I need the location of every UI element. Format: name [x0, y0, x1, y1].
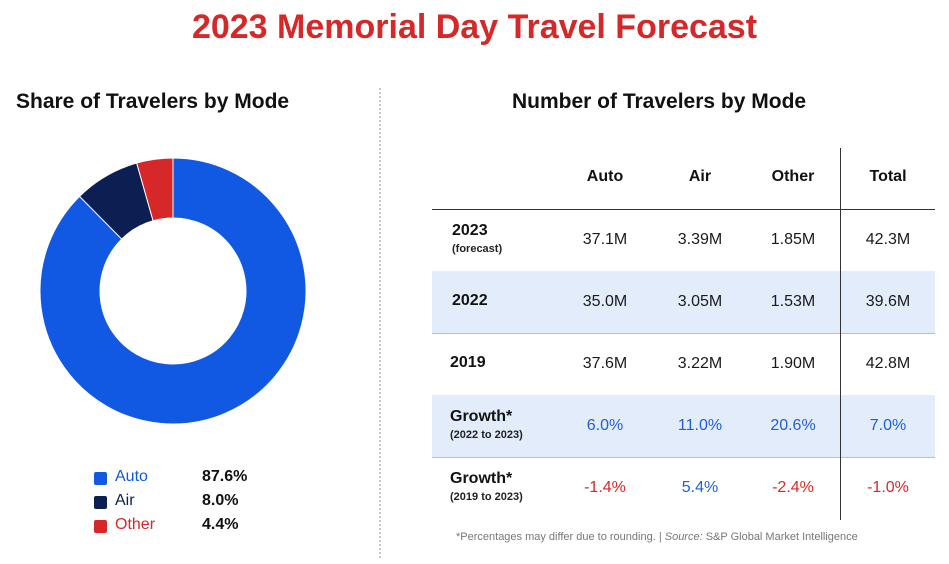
- table-cell: 35.0M: [582, 293, 628, 310]
- row-label: 2023: [452, 222, 488, 239]
- legend-swatch: [94, 520, 107, 533]
- row-label: Growth*: [450, 408, 513, 425]
- table-cell: -2.4%: [772, 479, 814, 496]
- row-label: Growth*: [450, 470, 513, 487]
- table-cell: 3.39M: [677, 231, 723, 248]
- table-cell: 1.90M: [770, 355, 816, 372]
- donut-slice-auto: [40, 158, 306, 424]
- row-sublabel: (forecast): [452, 243, 503, 255]
- table-row: Growth* (2019 to 2023) -1.4% 5.4% -2.4% -1.0%: [432, 457, 935, 519]
- table-cell: 1.85M: [770, 231, 816, 248]
- table-cell: 3.22M: [677, 355, 723, 372]
- column-header-total: Total: [869, 168, 907, 185]
- table-cell: 39.6M: [865, 293, 911, 310]
- donut-legend: Auto 87.6% Air 8.0% Other 4.4%: [92, 468, 292, 540]
- table-cell: 37.1M: [582, 231, 628, 248]
- table-cell: -1.0%: [867, 479, 909, 496]
- legend-item-other: Other 4.4%: [92, 516, 292, 540]
- section-divider: [379, 88, 381, 558]
- donut-slice-other: [136, 158, 174, 222]
- donut-heading: Share of Travelers by Mode: [16, 90, 290, 113]
- footnote-text: *Percentages may differ due to rounding.…: [456, 531, 665, 543]
- table-cell: 5.4%: [681, 479, 719, 496]
- legend-value: 87.6%: [202, 468, 248, 485]
- table-row: 2023 (forecast) 37.1M 3.39M 1.85M 42.3M: [432, 209, 935, 271]
- legend-label: Auto: [115, 468, 148, 485]
- table-cell: 1.53M: [770, 293, 816, 310]
- total-column-divider: [840, 148, 841, 520]
- table-row: 2019 37.6M 3.22M 1.90M 42.8M: [432, 333, 935, 395]
- table-cell: 7.0%: [869, 417, 907, 434]
- footnote: *Percentages may differ due to rounding.…: [456, 531, 858, 543]
- row-sublabel: (2022 to 2023): [450, 429, 523, 441]
- footnote-source: S&P Global Market Intelligence: [702, 531, 858, 543]
- row-separator: [432, 457, 935, 458]
- table-cell: 3.05M: [677, 293, 723, 310]
- legend-swatch: [94, 496, 107, 509]
- row-separator: [432, 209, 935, 210]
- legend-label: Other: [115, 516, 156, 533]
- column-header-other: Other: [771, 168, 815, 185]
- legend-value: 8.0%: [202, 492, 239, 509]
- page-title: 2023 Memorial Day Travel Forecast: [191, 8, 758, 46]
- table-cell: 37.6M: [582, 355, 628, 372]
- table-cell: 6.0%: [586, 417, 624, 434]
- row-label: 2022: [452, 292, 488, 309]
- table-cell: 11.0%: [677, 417, 723, 434]
- legend-swatch: [94, 472, 107, 485]
- row-separator: [432, 333, 935, 334]
- footnote-source-label: Source:: [664, 531, 703, 543]
- legend-item-auto: Auto 87.6%: [92, 468, 292, 492]
- column-header-auto: Auto: [586, 168, 624, 185]
- table-cell: 20.6%: [770, 417, 816, 434]
- table-cell: -1.4%: [584, 479, 626, 496]
- table-row: Growth* (2022 to 2023) 6.0% 11.0% 20.6% 7.0%: [432, 395, 935, 457]
- table-cell: 42.3M: [865, 231, 911, 248]
- donut-chart: [40, 158, 306, 424]
- legend-item-air: Air 8.0%: [92, 492, 292, 516]
- table-row: 2022 35.0M 3.05M 1.53M 39.6M: [432, 271, 935, 333]
- table-cell: 42.8M: [865, 355, 911, 372]
- column-header-air: Air: [688, 168, 712, 185]
- legend-label: Air: [115, 492, 135, 509]
- legend-value: 4.4%: [202, 516, 239, 533]
- row-label: 2019: [450, 354, 486, 371]
- row-sublabel: (2019 to 2023): [450, 491, 523, 503]
- table-heading: Number of Travelers by Mode: [512, 90, 807, 113]
